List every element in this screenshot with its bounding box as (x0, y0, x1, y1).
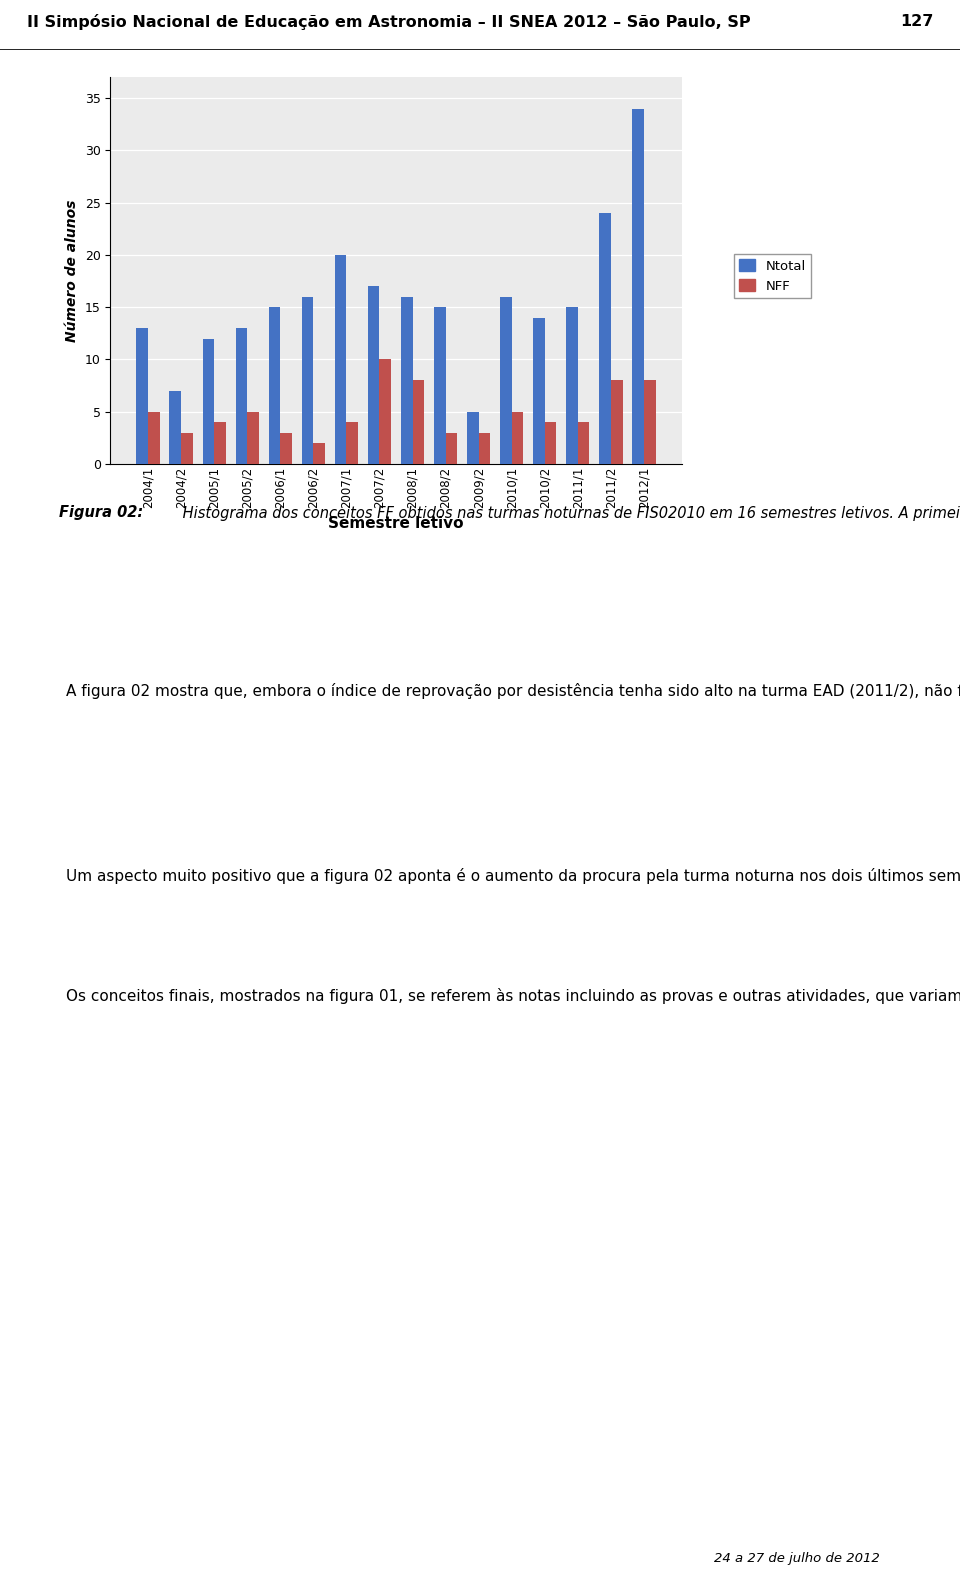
Text: A figura 02 mostra que, embora o índice de reprovação por desistência tenha sido: A figura 02 mostra que, embora o índice … (27, 683, 960, 699)
Bar (401, 297, 413, 464)
Bar (644, 380, 656, 464)
Bar (203, 339, 214, 464)
Bar (301, 297, 313, 464)
Bar (633, 109, 644, 464)
Bar (247, 412, 259, 464)
Bar (280, 432, 292, 464)
Bar (500, 297, 512, 464)
Legend: Ntotal, NFF: Ntotal, NFF (734, 254, 811, 298)
Bar (468, 412, 479, 464)
Text: 127: 127 (900, 14, 933, 28)
Bar (379, 360, 391, 464)
Text: Histograma dos conceitos FF obtidos nas turmas noturnas de FIS02010 em 16 semest: Histograma dos conceitos FF obtidos nas … (179, 505, 960, 521)
Text: Os conceitos finais, mostrados na figura 01, se referem às notas incluindo as pr: Os conceitos finais, mostrados na figura… (27, 988, 960, 1004)
Bar (413, 380, 424, 464)
Bar (368, 286, 379, 464)
Bar (347, 423, 358, 464)
Text: II Simpósio Nacional de Educação em Astronomia – II SNEA 2012 – São Paulo, SP: II Simpósio Nacional de Educação em Astr… (27, 14, 751, 30)
Bar (578, 423, 589, 464)
Bar (181, 432, 193, 464)
Bar (313, 443, 324, 464)
Bar (335, 256, 347, 464)
Bar (479, 432, 491, 464)
Bar (599, 213, 611, 464)
Bar (533, 317, 545, 464)
Bar (545, 423, 557, 464)
Bar (269, 308, 280, 464)
Text: Figura 02:: Figura 02: (59, 505, 143, 521)
Bar (136, 328, 148, 464)
Bar (512, 412, 523, 464)
Bar (214, 423, 226, 464)
Text: Um aspecto muito positivo que a figura 02 aponta é o aumento da procura pela tur: Um aspecto muito positivo que a figura 0… (27, 868, 960, 884)
Bar (169, 391, 181, 464)
Bar (566, 308, 578, 464)
Y-axis label: Número de alunos: Número de alunos (65, 199, 80, 342)
Bar (148, 412, 159, 464)
Text: 24 a 27 de julho de 2012: 24 a 27 de julho de 2012 (714, 1551, 879, 1565)
Bar (434, 308, 445, 464)
Bar (611, 380, 623, 464)
Bar (445, 432, 457, 464)
X-axis label: Semestre letivo: Semestre letivo (328, 516, 464, 532)
Bar (235, 328, 247, 464)
